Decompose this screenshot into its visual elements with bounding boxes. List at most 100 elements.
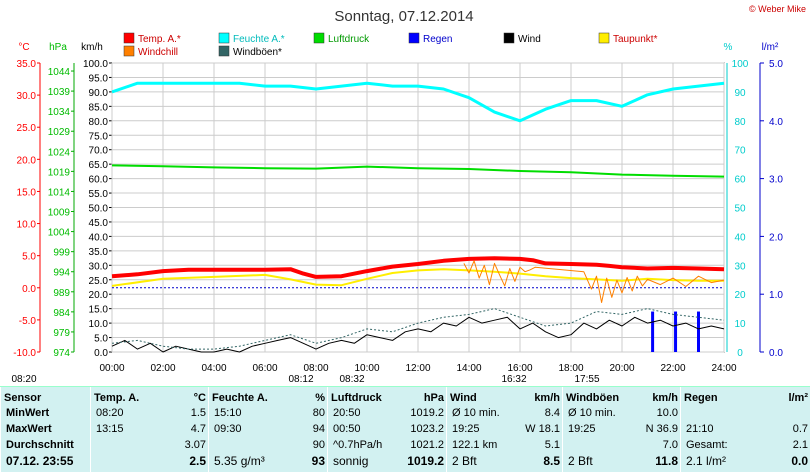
x-tick-label: 06:00	[252, 363, 277, 374]
stats-row: MinWert	[4, 406, 88, 421]
stats-cell-value: 94	[312, 423, 325, 435]
stats-row: 19:25 N 36.9	[566, 422, 678, 437]
pressure-tick-label: 979	[53, 328, 70, 339]
stats-row-label: Durchschnitt	[6, 439, 74, 451]
wind-tick-label: 95.0	[89, 73, 109, 84]
stats-column: Sensor MinWert MaxWert Durchschnitt 07.12. 2…	[0, 387, 91, 472]
legend-label: Feuchte A.*	[233, 34, 285, 45]
wind-tick-label: 40.0	[89, 232, 109, 243]
stats-row: 19:25 W 18.1	[450, 422, 560, 437]
temp-tick-label: 15.0	[17, 187, 37, 198]
stats-row: Ø 10 min. 8.4	[450, 406, 560, 421]
stats-cell-label: Ø 10 min.	[568, 407, 616, 419]
series-line-windchill	[463, 260, 725, 303]
stats-row: 09:30 94	[212, 422, 325, 437]
stats-row: 7.0	[566, 438, 678, 453]
rain-bar	[697, 311, 700, 352]
stats-header: Windböen km/h	[566, 391, 678, 406]
stats-cell-value: N 36.9	[645, 423, 678, 435]
stats-cell-value: 0.7	[792, 423, 808, 435]
x-tick-label: 24:00	[711, 363, 736, 374]
stats-cell-label: 09:30	[214, 423, 242, 435]
x-tick-label: 16:00	[507, 363, 532, 374]
wind-tick-label: 60.0	[89, 175, 109, 186]
series-line-wind	[111, 316, 725, 353]
stats-cell-value: 2.1	[792, 439, 808, 451]
legend-swatch	[218, 45, 230, 57]
pressure-tick-label: 984	[53, 308, 70, 319]
stats-header-unit: km/h	[534, 392, 560, 404]
stats-header: Wind km/h	[450, 391, 560, 406]
pressure-tick-label: 1004	[48, 228, 71, 239]
humidity-tick-label: 30	[734, 261, 746, 272]
humidity-tick-label: 80	[734, 117, 746, 128]
stats-cell-value: 11.8	[655, 454, 678, 468]
temp-tick-label: -5.0	[19, 316, 37, 327]
stats-cell-label: Ø 10 min.	[452, 407, 500, 419]
wind-tick-label: 50.0	[89, 204, 109, 215]
temp-tick-label: 20.0	[17, 155, 37, 166]
legend-label: Windchill	[138, 47, 178, 58]
temp-tick-label: 10.0	[17, 220, 37, 231]
rain-tick-label: 4.0	[769, 117, 783, 128]
pressure-tick-label: 989	[53, 288, 70, 299]
stats-header-title: Regen	[684, 392, 718, 404]
stats-column: Regen l/m² 21:10 0.7 Gesamt: 2.1 2.1 l/m² 0.0	[680, 387, 810, 472]
stats-cell-value: 1019.2	[410, 407, 444, 419]
stats-cell-value: 0.0	[791, 454, 808, 468]
stats-cell-value: 8.4	[544, 407, 560, 419]
stats-cell-value: 1023.2	[410, 423, 444, 435]
wind-tick-label: 0.0	[94, 348, 108, 359]
stats-cell-label: 2 Bft	[452, 454, 477, 468]
temp-tick-label: 0.0	[22, 284, 36, 295]
pressure-axis-title: hPa	[49, 42, 67, 53]
event-time-label: 08:12	[288, 374, 313, 385]
wind-tick-label: 65.0	[89, 160, 109, 171]
stats-header-unit: l/m²	[788, 392, 808, 404]
stats-cell-label: 08:20	[96, 407, 124, 419]
stats-header-unit: °C	[193, 392, 206, 404]
stats-cell-label: 21:10	[686, 423, 714, 435]
stats-header-title: Temp. A.	[94, 392, 140, 404]
stats-header-title: Sensor	[4, 392, 42, 404]
humidity-tick-label: 60	[734, 175, 746, 186]
legend-swatch	[218, 32, 230, 44]
wind-tick-label: 100.0	[83, 59, 108, 70]
legend-swatch	[503, 32, 515, 44]
stats-cell-label: 2 Bft	[568, 454, 593, 468]
stats-header: Feuchte A.%	[212, 391, 325, 406]
stats-table: Sensor MinWert MaxWert Durchschnitt 07.12. 2…	[0, 386, 810, 472]
stats-cell-value: 1019.2	[407, 454, 444, 468]
stats-row: 2.1 l/m² 0.0	[684, 454, 808, 469]
humidity-tick-label: 100	[732, 59, 749, 70]
stats-header-unit: km/h	[652, 392, 678, 404]
x-tick-label: 10:00	[354, 363, 379, 374]
stats-cell-label: 2.1 l/m²	[686, 454, 727, 468]
stats-row: 20:50 1019.2	[331, 406, 444, 421]
legend-label: Regen	[423, 34, 452, 45]
humidity-tick-label: 40	[734, 232, 746, 243]
temp-tick-label: -10.0	[13, 348, 36, 359]
stats-header: Regen l/m²	[684, 391, 808, 406]
legend-swatch	[408, 32, 420, 44]
stats-cell-value: 80	[312, 407, 325, 419]
x-tick-label: 02:00	[150, 363, 175, 374]
humidity-tick-label: 90	[734, 88, 746, 99]
temp-tick-label: 35.0	[17, 59, 37, 70]
stats-row: 13:15 4.7	[94, 422, 206, 437]
stats-column: Windböen km/h Ø 10 min. 10.0 19:25 N 36.9 7.0 2…	[562, 387, 681, 472]
temp-axis-title: °C	[18, 42, 29, 53]
stats-cell-label: 19:25	[568, 423, 596, 435]
stats-header-unit: hPa	[423, 392, 444, 404]
wind-tick-label: 5.0	[94, 334, 108, 345]
stats-cell-label: 19:25	[452, 423, 480, 435]
humidity-tick-label: 20	[734, 290, 746, 301]
x-tick-label: 12:00	[405, 363, 430, 374]
pressure-tick-label: 1029	[48, 127, 71, 138]
stats-row: Durchschnitt	[4, 438, 88, 453]
legend-swatch	[313, 32, 325, 44]
humidity-tick-label: 50	[734, 204, 746, 215]
stats-header: Luftdruck hPa	[331, 391, 444, 406]
humidity-axis-title: %	[724, 42, 733, 53]
stats-row: 3.07	[94, 438, 206, 453]
